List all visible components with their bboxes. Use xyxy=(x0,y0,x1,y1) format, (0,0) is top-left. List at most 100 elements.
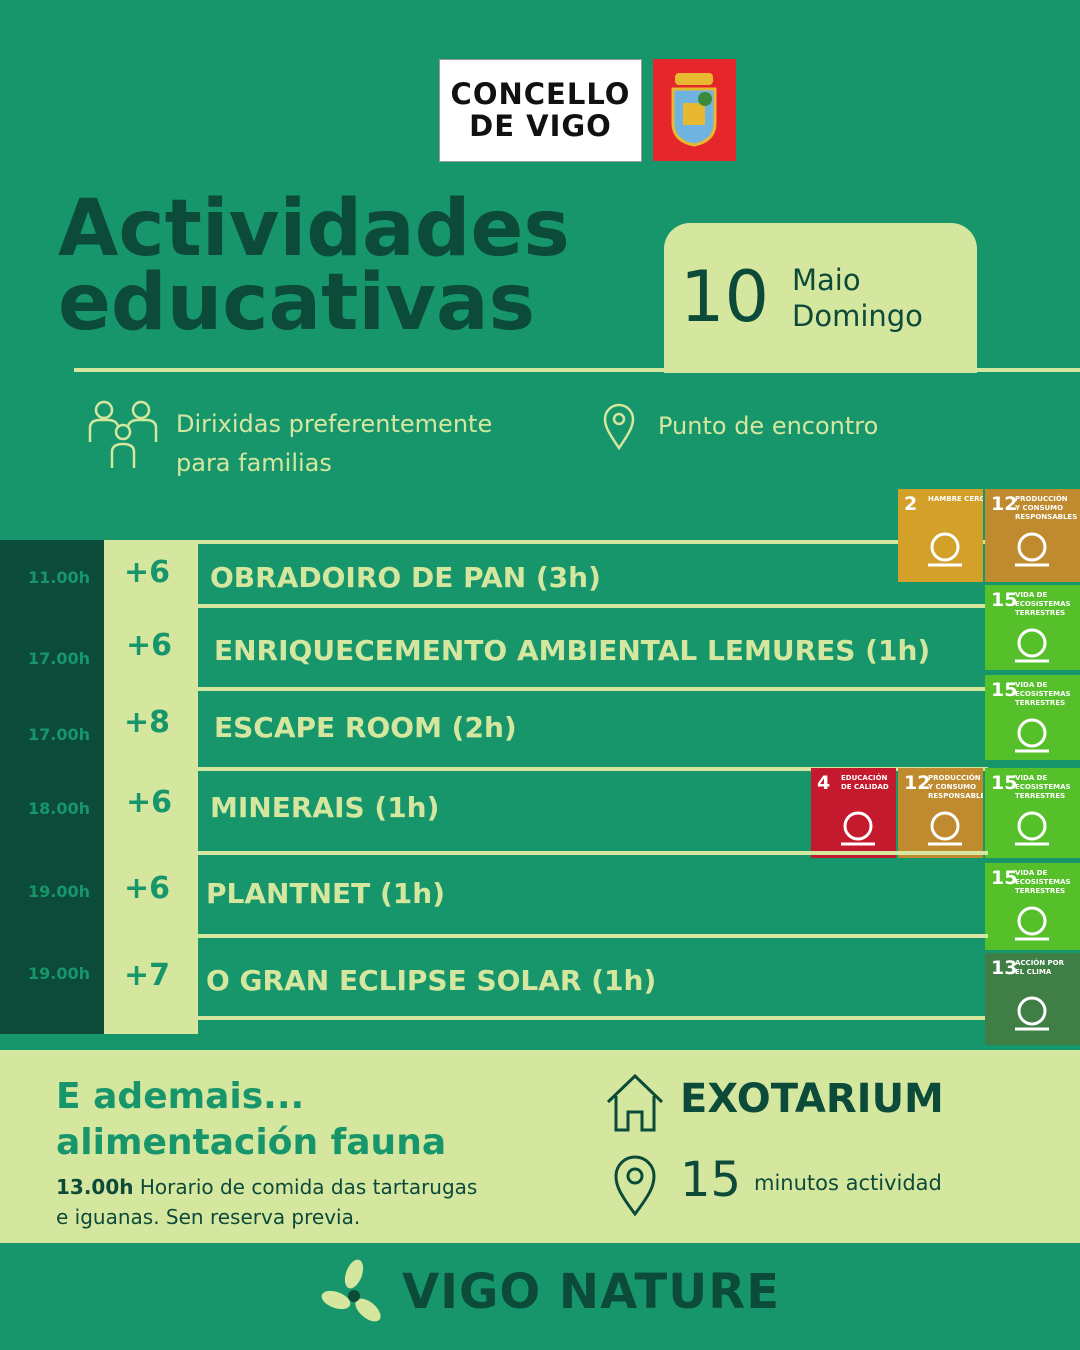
sdg-glyph xyxy=(928,532,962,567)
sdg-glyph xyxy=(1015,628,1049,663)
sdg-label: ACCIÓN POR EL CLIMA xyxy=(1015,959,1065,976)
date-text: Maio Domingo xyxy=(792,262,923,334)
logo-line: DE VIGO xyxy=(469,109,612,143)
sdg-number: 15 xyxy=(991,867,1018,889)
title: Actividades educativas xyxy=(58,184,570,348)
sdg-label: PRODUCCIÓN Y CONSUMO RESPONSABLES xyxy=(928,774,983,800)
sdg-glyph xyxy=(928,811,962,846)
row-line xyxy=(198,1016,988,1020)
activity-age: +7 xyxy=(124,958,171,993)
sdg-icon: 2 HAMBRE CERO xyxy=(898,489,983,582)
coat-of-arms xyxy=(653,59,736,161)
pin-icon xyxy=(603,403,635,450)
sdg-number: 4 xyxy=(817,772,831,794)
family-icon xyxy=(88,400,158,468)
activity-time: 17.00h xyxy=(28,725,90,744)
activity-time: 18.00h xyxy=(28,799,90,818)
title-line: Actividades xyxy=(58,184,570,274)
activity-name: O GRAN ECLIPSE SOLAR (1h) xyxy=(206,964,657,997)
sdg-number: 13 xyxy=(991,957,1018,979)
extra-heading: E ademais... alimentación fauna xyxy=(56,1074,446,1166)
activity-time: 19.00h xyxy=(28,964,90,983)
date-month: Maio xyxy=(792,263,861,297)
sdg-number: 15 xyxy=(991,589,1018,611)
sdg-number: 12 xyxy=(991,493,1018,515)
pin-icon xyxy=(614,1155,656,1216)
activity-age: +6 xyxy=(124,871,171,906)
sdg-label: VIDA DE ECOSISTEMAS TERRESTRES xyxy=(1015,774,1071,800)
meeting-point: Punto de encontro xyxy=(658,412,879,440)
activity-name: MINERAIS (1h) xyxy=(210,791,440,824)
activity-name: ENRIQUECEMENTO AMBIENTAL LEMURES (1h) xyxy=(214,634,931,667)
extra-time: 13.00h xyxy=(56,1175,134,1199)
date-day: 10 xyxy=(680,256,770,338)
logo-box: CONCELLO DE VIGO xyxy=(439,59,642,162)
activity-age: +6 xyxy=(126,785,173,820)
title-line: educativas xyxy=(58,258,536,348)
extra-duration-label: minutos actividad xyxy=(754,1171,942,1195)
extra-heading-line: E ademais... xyxy=(56,1076,305,1117)
audience-line: para familias xyxy=(176,449,332,477)
sdg-label: VIDA DE ECOSISTEMAS TERRESTRES xyxy=(1015,591,1071,617)
audience: Dirixidas preferentemente para familias xyxy=(176,405,492,483)
row-line xyxy=(198,851,988,855)
sdg-icon: 15 VIDA DE ECOSISTEMAS TERRESTRES xyxy=(985,675,1080,760)
divider xyxy=(74,368,1080,372)
sdg-glyph xyxy=(1015,906,1049,941)
sdg-number: 2 xyxy=(904,493,918,515)
sdg-glyph xyxy=(1015,811,1049,846)
activity-time: 17.00h xyxy=(28,649,90,668)
activity-time: 19.00h xyxy=(28,882,90,901)
time-column xyxy=(0,540,104,1034)
row-line xyxy=(198,934,988,938)
extra-band xyxy=(0,1050,1080,1243)
row-line xyxy=(198,687,988,691)
sdg-icon: 15 VIDA DE ECOSISTEMAS TERRESTRES xyxy=(985,863,1080,950)
audience-line: Dirixidas preferentemente xyxy=(176,410,493,438)
activity-age: +8 xyxy=(124,705,171,740)
sdg-label: VIDA DE ECOSISTEMAS TERRESTRES xyxy=(1015,869,1071,895)
row-line xyxy=(198,540,988,544)
sdg-number: 12 xyxy=(904,772,931,794)
activity-name: ESCAPE ROOM (2h) xyxy=(214,711,517,744)
extra-place: EXOTARIUM xyxy=(680,1076,944,1122)
sdg-number: 15 xyxy=(991,772,1018,794)
coat-icon xyxy=(671,73,717,147)
date-box xyxy=(664,223,977,373)
extra-description-line: e iguanas. Sen reserva previa. xyxy=(56,1205,361,1229)
sdg-label: HAMBRE CERO xyxy=(928,495,983,503)
sdg-glyph xyxy=(1015,532,1049,567)
activity-time: 11.00h xyxy=(28,568,90,587)
house-icon xyxy=(606,1073,664,1132)
date-weekday: Domingo xyxy=(792,299,923,333)
sdg-label: VIDA DE ECOSISTEMAS TERRESTRES xyxy=(1015,681,1071,707)
logo-text: CONCELLO DE VIGO xyxy=(440,78,641,142)
sdg-icon: 4 EDUCACIÓN DE CALIDAD xyxy=(811,768,896,858)
age-column xyxy=(104,540,198,1034)
activity-age: +6 xyxy=(126,628,173,663)
extra-description-line: Horario de comida das tartarugas xyxy=(139,1175,478,1199)
sdg-glyph xyxy=(1015,996,1049,1031)
sdg-number: 15 xyxy=(991,679,1018,701)
sdg-icon: 15 VIDA DE ECOSISTEMAS TERRESTRES xyxy=(985,768,1080,858)
sdg-glyph xyxy=(841,811,875,846)
sdg-icon: 15 VIDA DE ECOSISTEMAS TERRESTRES xyxy=(985,585,1080,670)
sdg-icon: 13 ACCIÓN POR EL CLIMA xyxy=(985,953,1080,1045)
activity-name: PLANTNET (1h) xyxy=(206,877,445,910)
activity-age: +6 xyxy=(124,555,171,590)
logo-line: CONCELLO xyxy=(450,77,631,111)
brand-logo xyxy=(321,1259,381,1322)
extra-duration: 15 xyxy=(680,1152,742,1208)
sdg-glyph xyxy=(1015,718,1049,753)
extra-heading-line: alimentación fauna xyxy=(56,1122,447,1163)
activity-name: OBRADOIRO DE PAN (3h) xyxy=(210,561,601,594)
extra-description: 13.00h Horario de comida das tartarugas … xyxy=(56,1172,477,1232)
brand-name: VIGO NATURE xyxy=(402,1264,780,1320)
row-line xyxy=(198,604,988,608)
sdg-label: PRODUCCIÓN Y CONSUMO RESPONSABLES xyxy=(1015,495,1078,521)
